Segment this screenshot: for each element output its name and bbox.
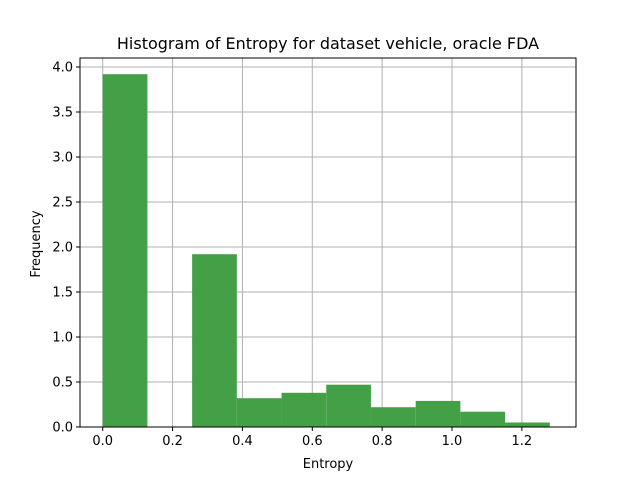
y-tick-label: 0.5 (52, 376, 73, 391)
y-tick-label: 1.5 (52, 286, 73, 301)
y-tick-label: 3.5 (52, 106, 73, 121)
histogram-bar (102, 74, 148, 427)
x-tick-label: 1.2 (512, 434, 533, 449)
x-tick-label: 0.4 (232, 434, 253, 449)
y-tick-label: 0.0 (52, 421, 73, 436)
x-tick-label: 1.0 (442, 434, 463, 449)
x-axis-label: Entropy (303, 457, 354, 472)
y-tick-label: 2.0 (52, 241, 73, 256)
histogram-bar (415, 400, 461, 427)
y-tick-label: 2.5 (52, 196, 73, 211)
y-tick-label: 1.0 (52, 331, 73, 346)
plot-frame (79, 57, 577, 428)
y-axis-ticks: 0.0 0.5 1.0 1.5 2.0 2.5 3.0 3.5 4.0 (52, 61, 80, 436)
bars (102, 74, 550, 427)
histogram-bar (281, 392, 327, 427)
histogram-bar (192, 254, 237, 427)
histogram-bar (370, 407, 416, 427)
plot-area (80, 58, 576, 427)
histogram-bar (460, 411, 506, 427)
chart-title: Histogram of Entropy for dataset vehicle… (117, 34, 539, 53)
x-tick-label: 0.8 (372, 434, 393, 449)
x-tick-label: 0.6 (302, 434, 323, 449)
histogram-bar (236, 398, 282, 427)
x-axis-ticks: 0.0 0.2 0.4 0.6 0.8 1.0 1.2 (92, 427, 532, 449)
y-tick-label: 3.0 (52, 151, 73, 166)
y-axis-label: Frequency (29, 210, 44, 277)
y-tick-label: 4.0 (52, 61, 73, 76)
histogram-bar (326, 384, 371, 427)
x-tick-label: 0.0 (92, 434, 113, 449)
histogram-bar (505, 422, 550, 427)
x-tick-label: 0.2 (162, 434, 183, 449)
